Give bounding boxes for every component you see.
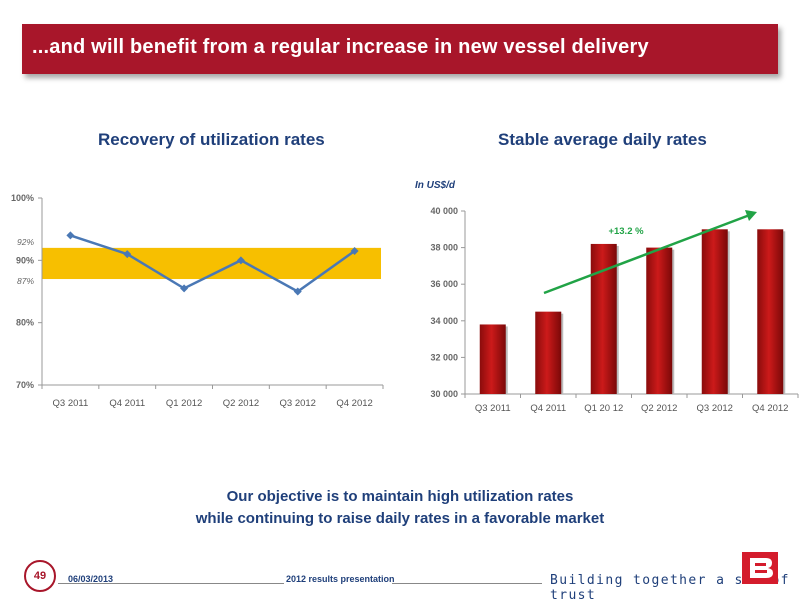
- right-chart-title: Stable average daily rates: [498, 130, 707, 149]
- footer-divider-left: [58, 583, 284, 584]
- objective-line-1: Our objective is to maintain high utiliz…: [226, 488, 574, 505]
- x-tick-label: Q2 2012: [223, 398, 259, 409]
- slide-title: ...and will benefit from a regular incre…: [32, 36, 649, 58]
- x-tick-label: Q4 2012: [752, 403, 788, 414]
- footer-divider-right: [392, 583, 542, 584]
- page-number: 49: [24, 560, 56, 592]
- y-tick-label: 34 000: [430, 316, 458, 326]
- utilization-point: [350, 246, 359, 255]
- left-chart-title: Recovery of utilization rates: [98, 130, 325, 149]
- x-tick-label: Q3 2011: [53, 398, 89, 409]
- title-bar: ...and will benefit from a regular incre…: [22, 24, 778, 74]
- x-tick-label: Q1 20 12: [584, 403, 623, 414]
- x-tick-label: Q3 2012: [697, 403, 733, 414]
- band-lower-label: 87%: [17, 276, 34, 286]
- y-tick-label: 70%: [16, 380, 34, 390]
- rate-bar: [701, 229, 728, 394]
- company-logo: [742, 552, 778, 584]
- x-tick-label: Q4 2011: [109, 398, 145, 409]
- y-tick-label: 36 000: [430, 279, 458, 289]
- x-tick-label: Q3 2012: [280, 398, 316, 409]
- unit-label: In US$/d: [415, 180, 456, 191]
- utilization-point: [293, 287, 302, 296]
- utilization-line: [70, 234, 356, 293]
- y-tick-label: 30 000: [430, 389, 458, 399]
- trend-arrow-head: [745, 210, 757, 221]
- x-tick-label: Q2 2012: [641, 403, 677, 414]
- x-tick-label: Q1 2012: [166, 398, 202, 409]
- daily-rates-chart: In US$/d 40 000 38 000 36 000 34 000 32 000 30…: [415, 180, 799, 414]
- company-tagline: Building together a sea of trust: [550, 573, 790, 603]
- y-tick-label: 40 000: [430, 206, 458, 216]
- utilization-point: [180, 284, 189, 293]
- y-tick-label: 100%: [11, 193, 34, 203]
- trend-label: +13.2 %: [608, 226, 644, 237]
- utilization-chart: 100% 90% 80% 70% 92% 87% Q3 2011 Q4 2011 Q1 2012…: [11, 193, 384, 409]
- rate-bar: [757, 229, 784, 394]
- utilization-point: [236, 256, 245, 265]
- y-tick-label: 38 000: [430, 243, 458, 253]
- y-tick-label: 80%: [16, 318, 34, 328]
- trend-arrow-line: [543, 213, 752, 295]
- utilization-point: [66, 231, 75, 240]
- rate-bar: [590, 243, 617, 394]
- footer-presentation-title: 2012 results presentation: [286, 574, 395, 584]
- x-tick-label: Q4 2012: [336, 398, 372, 409]
- rate-bar: [646, 247, 673, 394]
- utilization-point: [123, 250, 132, 259]
- x-tick-label: Q4 2011: [530, 403, 566, 414]
- y-tick-label: 90%: [16, 255, 34, 265]
- rate-bar: [535, 311, 562, 394]
- x-tick-label: Q3 2011: [475, 403, 511, 414]
- y-tick-label: 32 000: [430, 352, 458, 362]
- objective-line-2: while continuing to raise daily rates in…: [195, 510, 605, 527]
- footer-date: 06/03/2013: [68, 574, 114, 584]
- rate-bar: [479, 324, 506, 394]
- band-upper-label: 92%: [17, 237, 34, 247]
